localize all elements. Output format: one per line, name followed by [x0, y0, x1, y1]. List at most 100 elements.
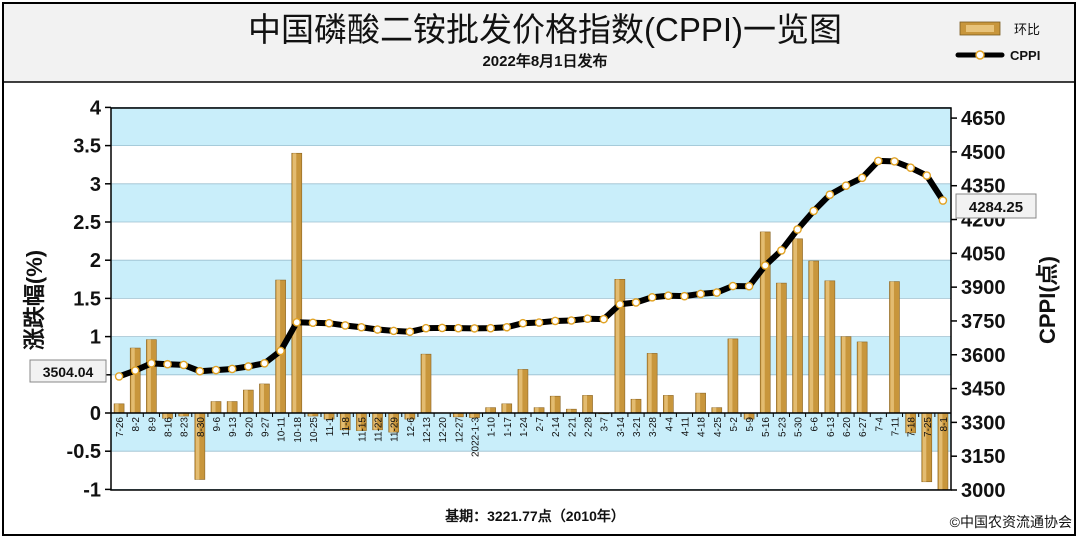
x-tick-label: 5-16	[761, 417, 772, 437]
x-tick-label: 6-6	[810, 417, 821, 432]
x-tick-label: 3-21	[632, 417, 643, 437]
y-right-tick-label: 3150	[961, 446, 1006, 468]
x-tick-label: 2022-1-3	[470, 417, 481, 457]
bar-highlight	[325, 413, 329, 420]
y-right-axis-label: CPPI(点)	[1035, 256, 1060, 344]
y-left-tick-label: 3	[90, 174, 101, 196]
cppi-point-3-28	[647, 292, 657, 302]
cppi-point-2-28	[583, 314, 592, 323]
cppi-point-1-17	[502, 322, 512, 332]
bar-highlight	[341, 413, 345, 430]
cppi-point-8-2	[130, 366, 140, 375]
x-tick-label: 11-1	[325, 417, 336, 437]
cppi-point-6-27	[857, 173, 867, 183]
bar-highlight	[631, 399, 636, 413]
cppi-point-7-25	[922, 171, 932, 180]
bar-highlight	[922, 413, 927, 482]
bar-highlight	[938, 413, 943, 490]
x-tick-label: 12-6	[406, 417, 417, 437]
x-tick-label: 5-23	[777, 417, 788, 437]
cppi-point-12-6	[405, 327, 415, 337]
bar-highlight	[276, 280, 281, 413]
cppi-point-6-20	[841, 181, 851, 191]
x-tick-label: 8-23	[180, 417, 191, 437]
x-tick-label: 7-26	[115, 417, 126, 437]
bar-highlight	[389, 413, 394, 433]
y-right-tick-label: 3600	[961, 345, 1006, 367]
bar-highlight	[357, 413, 361, 431]
bar-highlight	[615, 279, 620, 413]
x-tick-label: 9-6	[212, 417, 223, 432]
cppi-line	[116, 157, 946, 380]
last-value-text: 4284.25	[969, 199, 1023, 216]
chart-title: 中国磷酸二铵批发价格指数(CPPI)一览图	[248, 11, 842, 48]
y-right-tick-label: 4650	[961, 108, 1006, 130]
x-tick-label: 7-25	[923, 417, 934, 437]
cppi-point-10-25	[308, 318, 318, 328]
cppi-point-3-7	[599, 314, 608, 324]
x-tick-label: 7-18	[907, 417, 918, 437]
last-value-callout: 4284.25	[955, 193, 1037, 219]
base-period-note: 基期：3221.77点（2010年）	[445, 508, 625, 524]
x-tick-label: 2-14	[551, 417, 562, 437]
bar-highlight	[308, 413, 313, 417]
y-left-tick-label: 0	[90, 403, 101, 425]
bar-highlight	[195, 413, 200, 480]
bar-highlight	[405, 413, 410, 420]
y-right-tick-label: 3900	[961, 277, 1006, 299]
bar-highlight	[841, 336, 846, 413]
cppi-point-8-16	[163, 359, 172, 369]
axes: 43.532.521.510.50-0.5-146504500435042004…	[67, 97, 1006, 502]
bar-highlight	[583, 395, 588, 413]
cppi-point-5-9	[744, 281, 754, 291]
x-tick-label: 1-24	[519, 417, 530, 437]
cppi-point-1-10	[486, 323, 495, 333]
cppi-point-11-29	[389, 326, 398, 336]
x-tick-label: 4-4	[664, 417, 675, 432]
copyright-note: ©中国农资流通协会	[950, 514, 1072, 530]
cppi-point-9-13	[227, 364, 237, 374]
x-tick-label: 4-18	[697, 417, 708, 437]
cppi-point-4-4	[664, 291, 673, 301]
x-tick-label: 9-13	[228, 417, 239, 437]
x-tick-label: 6-13	[826, 417, 837, 437]
x-tick-label: 5-9	[745, 417, 756, 432]
cppi-point-5-23	[777, 246, 786, 255]
cppi-point-8-9	[147, 359, 156, 368]
cppi-point-7-26	[114, 372, 124, 381]
cppi-point-12-20	[437, 323, 447, 333]
bar-highlight	[179, 413, 184, 417]
x-tick-label: 11-22	[374, 417, 385, 442]
cppi-point-4-25	[712, 288, 722, 297]
y-right-tick-label: 4500	[961, 142, 1006, 164]
cppi-point-5-16	[760, 261, 770, 270]
cppi-point-10-18	[292, 318, 302, 327]
x-tick-label: 11-15	[357, 417, 368, 442]
x-tick-label: 7-4	[874, 417, 885, 432]
cppi-point-9-27	[260, 359, 269, 368]
x-tick-label: 11-29	[390, 417, 401, 442]
x-tick-label: 6-20	[842, 417, 853, 437]
bar-highlight	[551, 396, 555, 413]
cppi-point-3-21	[631, 298, 641, 307]
bar-highlight	[115, 403, 119, 413]
bar-highlight	[163, 413, 168, 419]
x-tick-label: 4-11	[680, 417, 691, 437]
cppi-point-7-18	[906, 163, 915, 172]
x-tick-label: 3-7	[600, 417, 611, 432]
plot-stripe	[111, 413, 951, 452]
bar-highlight	[761, 231, 765, 413]
x-tick-label: 6-27	[858, 417, 869, 437]
x-tick-label: 8-1	[939, 417, 950, 432]
x-tick-label: 9-20	[244, 417, 255, 437]
x-tick-label: 5-2	[729, 417, 740, 432]
legend-line-label: CPPI	[1010, 48, 1040, 63]
y-left-axis-label: 涨跌幅(%)	[22, 250, 47, 350]
x-tick-label: 8-2	[131, 417, 142, 432]
cppi-point-9-20	[244, 362, 253, 371]
x-tick-label: 2-7	[535, 417, 546, 432]
x-tick-label: 5-30	[794, 417, 805, 437]
cppi-point-3-14	[615, 299, 625, 309]
